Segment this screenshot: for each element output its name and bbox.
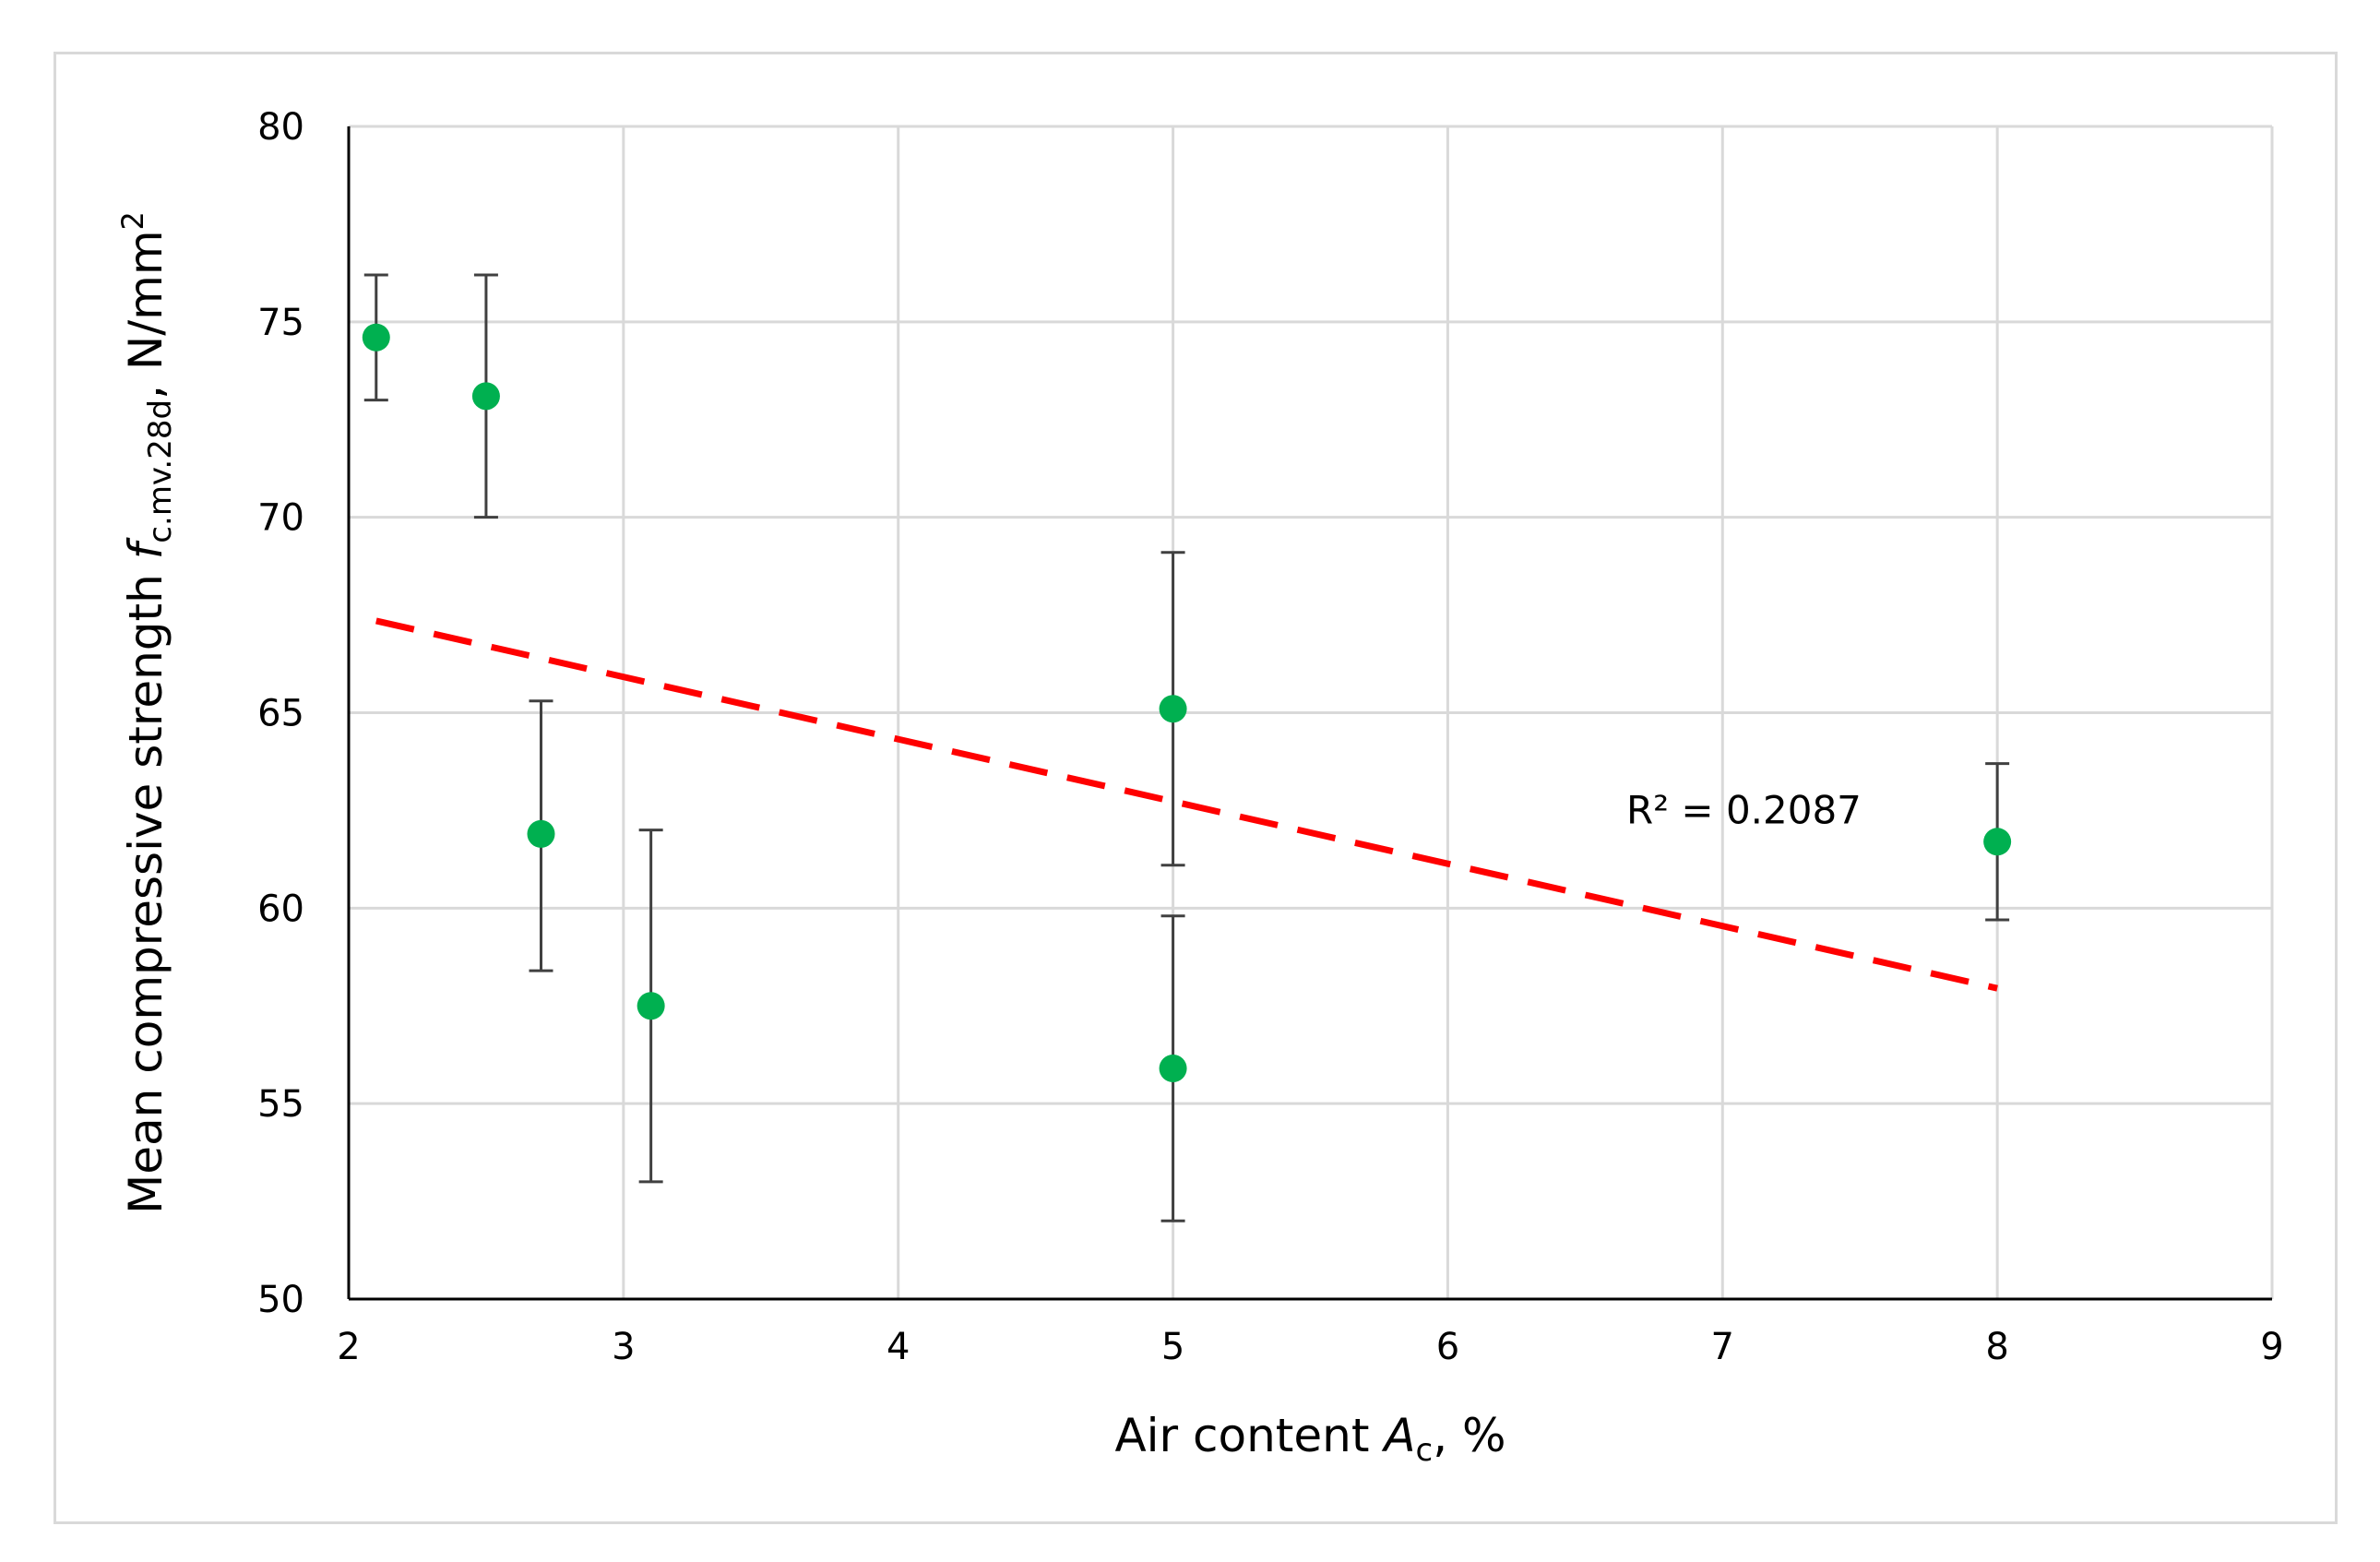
- grid: [349, 125, 2274, 1299]
- axes: [347, 126, 2272, 1301]
- data-point: [1159, 1055, 1187, 1083]
- data-point: [637, 992, 665, 1020]
- data-points: [362, 323, 2012, 1083]
- trendline-line: [375, 617, 1998, 992]
- data-point: [527, 819, 555, 848]
- x-axis-title-sub: c: [1416, 1432, 1434, 1469]
- error-bars: [363, 273, 2010, 1222]
- y-tick-label: 55: [257, 1083, 304, 1126]
- x-tick-label: 3: [612, 1326, 635, 1368]
- y-tick-label: 75: [257, 302, 304, 344]
- data-point: [1983, 828, 2012, 856]
- x-tick-label: 7: [1711, 1326, 1734, 1368]
- y-tick-label: 60: [257, 888, 304, 930]
- y-axis-title: Mean compressive strength fc.mv.28d, N/m…: [115, 211, 179, 1214]
- tick-labels: 2 3 4 5 6 7 8 9 50 55 60 65 70 75 80: [257, 106, 2284, 1368]
- x-tick-label: 6: [1436, 1326, 1459, 1368]
- y-axis-title-suffix: , N/mm: [119, 230, 173, 399]
- x-axis-title-var: A: [1381, 1409, 1415, 1462]
- y-axis-title-prefix: Mean compressive strength: [119, 559, 173, 1214]
- x-tick-label: 5: [1161, 1326, 1184, 1368]
- y-tick-label: 65: [257, 693, 304, 735]
- x-axis-title-prefix: Air content: [1114, 1409, 1384, 1462]
- chart-frame: [54, 52, 2338, 1524]
- x-axis-title-suffix: , %: [1433, 1409, 1505, 1462]
- r-squared-label: R² = 0.2087: [1626, 787, 1862, 832]
- x-tick-label: 2: [337, 1326, 360, 1368]
- data-point: [1159, 695, 1187, 723]
- x-axis-title: Air content Ac, %: [1114, 1409, 1505, 1469]
- x-tick-label: 9: [2260, 1326, 2283, 1368]
- y-axis-title-sub: c.mv.28d: [142, 399, 179, 543]
- y-tick-label: 80: [257, 106, 304, 149]
- trendline: [375, 617, 1998, 992]
- x-tick-label: 8: [1985, 1326, 2008, 1368]
- data-point: [471, 382, 500, 411]
- data-point: [362, 323, 390, 352]
- y-axis-title-sup: 2: [115, 211, 150, 230]
- y-tick-label: 70: [257, 497, 304, 540]
- y-tick-label: 50: [257, 1279, 304, 1321]
- x-tick-label: 4: [887, 1326, 910, 1368]
